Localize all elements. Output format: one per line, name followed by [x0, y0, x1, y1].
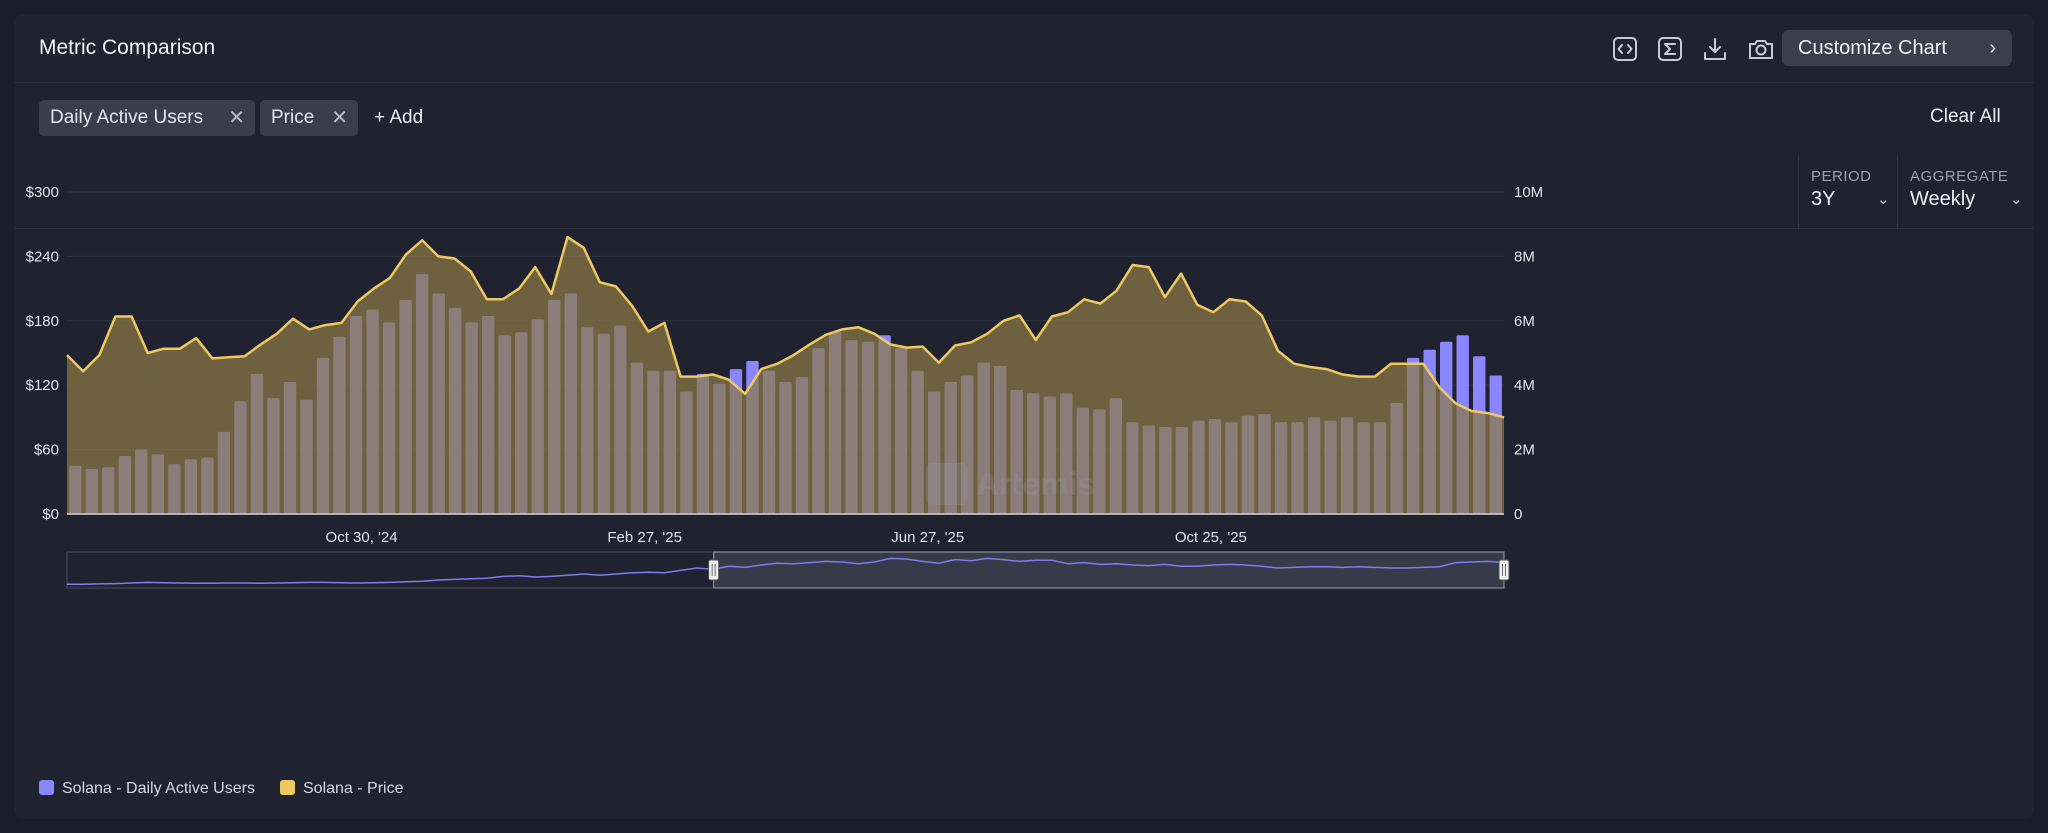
page-title: Metric Comparison [39, 36, 216, 59]
period-label: PERIOD [1811, 168, 1872, 185]
y-left-tick-label: $0 [42, 506, 59, 523]
price-line [66, 235, 1505, 419]
y-right-tick-label: 8M [1514, 248, 1535, 265]
aggregate-value: Weekly [1910, 188, 1976, 210]
period-value: 3Y [1811, 188, 1836, 210]
filter-chip-label: Daily Active Users [50, 107, 204, 128]
x-tick-label: Feb 27, '25 [607, 529, 682, 546]
x-tick-label: Jun 27, '25 [891, 529, 964, 546]
clear-all-button[interactable]: Clear All [1930, 106, 2001, 127]
y-left-tick-label: $300 [26, 184, 59, 201]
legend-label: Solana - Price [303, 780, 404, 797]
navigator-handle [1498, 559, 1510, 581]
y-right-tick-label: 4M [1514, 377, 1535, 394]
watermark-text: Artemis [976, 466, 1095, 502]
chevron-down-icon: ⌄ [2010, 191, 2023, 208]
y-right-tick-label: 6M [1514, 313, 1535, 330]
legend-item-price[interactable]: Solana - Price [280, 780, 404, 798]
chevron-right-icon: › [1989, 37, 1996, 59]
aggregate-label: AGGREGATE [1910, 168, 2009, 185]
chart-area[interactable]: Artemis $0 $60 $120 $180 $240 $300 0 2M 4M 6M 8M 10… [14, 14, 2034, 819]
price-area [66, 235, 1505, 514]
navigator-handle [708, 559, 720, 581]
range-navigator [66, 551, 1510, 589]
customize-chart-label: Customize Chart [1798, 37, 1947, 59]
aggregate-select[interactable]: AGGREGATE Weekly ⌄ [1897, 156, 2034, 228]
y-right-tick-label: 2M [1514, 442, 1535, 459]
add-metric-button[interactable]: + Add [374, 107, 424, 128]
x-tick-label: Oct 30, '24 [326, 529, 398, 546]
sigma-icon[interactable] [1655, 34, 1685, 64]
price-area-fill [67, 237, 1504, 514]
legend-item-dau[interactable]: Solana - Daily Active Users [39, 780, 255, 798]
period-select[interactable]: PERIOD 3Y ⌄ [1798, 156, 1897, 228]
watermark: Artemis [926, 463, 1095, 505]
navigator-line [67, 557, 1505, 585]
x-tick-label: Oct 25, '25 [1175, 529, 1247, 546]
y-left-tick-label: $60 [34, 442, 59, 459]
chevron-down-icon: ⌄ [1877, 191, 1890, 208]
download-icon[interactable] [1700, 34, 1730, 64]
camera-icon[interactable] [1746, 34, 1776, 64]
y-left-tick-label: $240 [26, 248, 59, 265]
metric-comparison-card: Metric Comparison Customize [14, 14, 2034, 819]
y-left-tick-label: $120 [26, 377, 59, 394]
watermark-logo [926, 463, 968, 505]
filter-chip-label: Price [271, 107, 315, 128]
customize-chart-button[interactable]: Customize Chart › [1782, 30, 2012, 66]
legend-label: Solana - Daily Active Users [62, 780, 255, 797]
filter-chip-price[interactable]: Price ✕ [260, 100, 358, 136]
code-icon[interactable] [1610, 34, 1640, 64]
remove-chip-icon[interactable]: ✕ [228, 107, 245, 129]
card-header: Metric Comparison Customize [14, 14, 2034, 83]
remove-chip-icon[interactable]: ✕ [331, 107, 348, 129]
chart-controls-bar: PERIOD 3Y ⌄ AGGREGATE Weekly ⌄ [14, 156, 2034, 229]
legend-swatch [39, 780, 54, 795]
legend-swatch [280, 780, 295, 795]
navigator-selection [713, 551, 1505, 589]
y-right-tick-label: 0 [1514, 506, 1522, 523]
filter-chip-daily-active-users[interactable]: Daily Active Users ✕ [39, 100, 255, 136]
chart-axes: $0 $60 $120 $180 $240 $300 0 2M 4M 6M 8M 10M Oct 30,… [26, 184, 1544, 546]
y-left-tick-label: $180 [26, 313, 59, 330]
y-right-tick-label: 10M [1514, 184, 1543, 201]
